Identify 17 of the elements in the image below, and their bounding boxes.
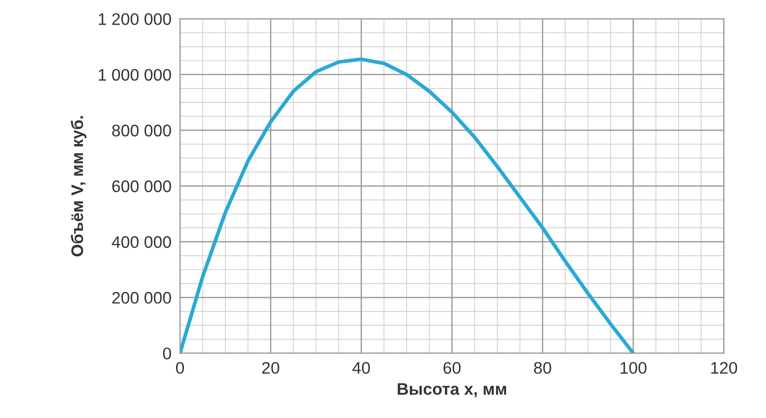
x-tick-label: 20 — [262, 362, 280, 374]
y-tick-label: 1 200 000 — [98, 13, 172, 26]
x-tick-label: 0 — [176, 362, 184, 374]
x-tick-label: 100 — [620, 362, 646, 374]
y-tick-label: 200 000 — [112, 292, 172, 304]
x-tick-label: 40 — [352, 362, 370, 374]
x-tick-label: 60 — [444, 362, 461, 374]
y-tick-label: 400 000 — [112, 236, 172, 248]
x-axis-title: Высота x, мм — [398, 383, 506, 398]
x-tick-label: 120 — [711, 362, 738, 374]
y-tick-label: 600 000 — [112, 180, 172, 192]
y-tick-label: 800 000 — [112, 124, 172, 136]
line-series — [180, 57, 636, 354]
y-tick-label: 0 — [163, 348, 172, 360]
x-tick-label: 80 — [534, 362, 552, 374]
y-axis-title: Объём V, мм куб. — [70, 116, 86, 256]
y-tick-label: 1 000 000 — [98, 68, 172, 81]
